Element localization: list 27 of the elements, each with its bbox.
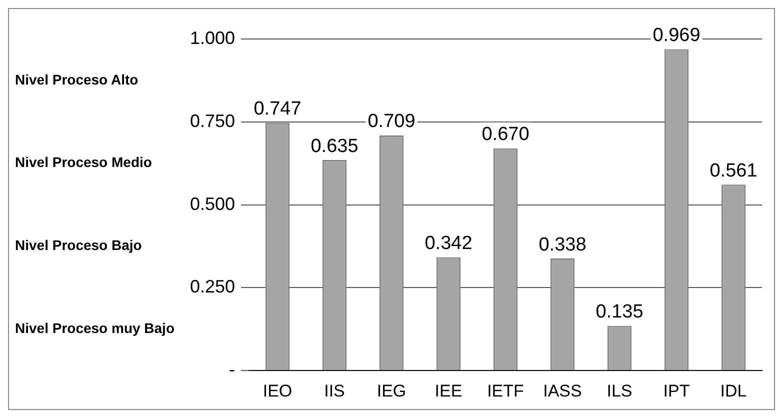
y-tick-label: 0.750: [190, 110, 235, 131]
y-tick-label: -: [229, 360, 235, 380]
data-label: 0.561: [710, 160, 758, 182]
data-label: 0.747: [254, 98, 302, 120]
x-tick-label: IIS: [324, 381, 345, 400]
data-label: 0.338: [538, 234, 586, 256]
x-tick-label: IEE: [434, 381, 462, 400]
x-tick-label: IPT: [663, 381, 690, 400]
text: Nivel Proceso Medio: [15, 154, 152, 170]
x-tick-label: IASS: [543, 381, 582, 400]
text: Nivel Proceso muy Bajo: [15, 320, 175, 336]
x-tick-label: IEO: [262, 381, 292, 400]
data-label: 0.670: [482, 124, 530, 146]
text: Nivel Proceso Bajo: [15, 237, 142, 254]
text: Nivel Proceso Alto: [15, 71, 138, 88]
data-label: 0.135: [596, 302, 644, 323]
x-tick-label: ILS: [606, 381, 632, 400]
data-label: 0.709: [368, 111, 416, 132]
x-tick-label: IETF: [487, 381, 524, 400]
data-label: 0.969: [652, 25, 700, 46]
data-label: 0.635: [310, 136, 358, 157]
y-tick-label: 0.250: [190, 276, 235, 297]
x-tick-label: IDL: [720, 381, 747, 400]
data-label: 0.342: [424, 232, 472, 254]
x-tick-label: IEG: [376, 381, 406, 400]
y-tick-label: 0.500: [190, 194, 235, 214]
y-tick-label: 1.000: [190, 28, 235, 48]
